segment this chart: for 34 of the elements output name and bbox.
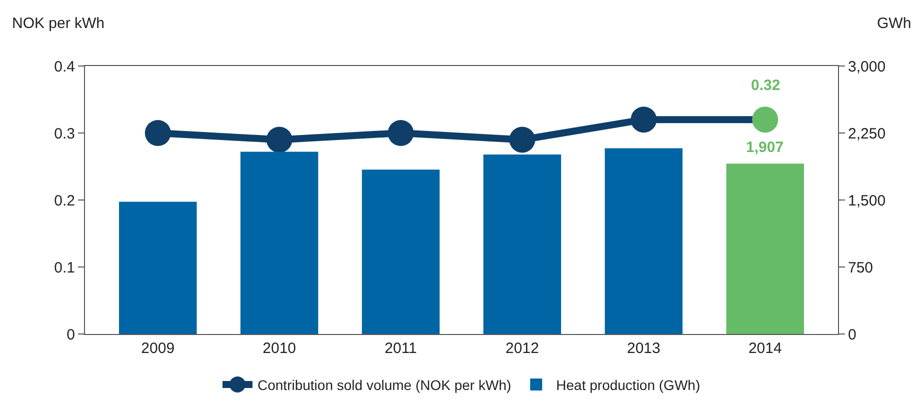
data-label: 0.32: [751, 77, 780, 94]
y-tick-label: 0.2: [54, 192, 75, 210]
legend-label: Heat production (GWh): [556, 376, 700, 393]
data-label: 1,907: [746, 139, 784, 156]
x-tick-label: 2010: [262, 340, 296, 357]
bar: [240, 152, 318, 334]
y2-tick-label: 750: [848, 259, 874, 276]
y-axis-title: NOK per kWh: [12, 15, 105, 32]
bar: [604, 148, 683, 334]
point: [630, 106, 657, 133]
point: [388, 120, 414, 146]
y2-tick-label: 2,250: [848, 125, 886, 142]
bar: [362, 170, 440, 334]
bar: [119, 202, 197, 334]
point: [752, 106, 778, 133]
y-tick-label: 0: [66, 326, 75, 344]
y2-tick-label: 1,500: [848, 192, 886, 210]
y2-tick-label: 3,000: [848, 58, 886, 76]
y2-tick-label: 0: [848, 326, 856, 344]
y-tick-label: 0.3: [54, 125, 75, 142]
bar: [726, 164, 804, 334]
point: [144, 120, 171, 146]
x-tick-label: 2012: [506, 340, 539, 357]
x-tick-label: 2009: [141, 340, 175, 357]
bar: [483, 154, 562, 334]
x-tick-label: 2011: [384, 340, 417, 357]
y-tick-label: 0.1: [54, 259, 75, 276]
x-tick-label: 2014: [748, 340, 782, 357]
y2-axis-title: GWh: [877, 15, 912, 32]
legend-label: Contribution sold volume (NOK per kWh): [258, 376, 512, 393]
point: [509, 126, 536, 153]
y-tick-label: 0.4: [54, 58, 75, 76]
x-tick-label: 2013: [626, 340, 660, 357]
point: [266, 126, 292, 153]
